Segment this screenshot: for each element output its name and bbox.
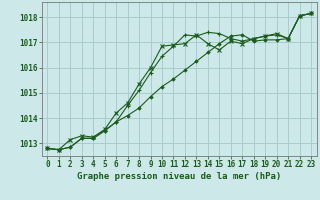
X-axis label: Graphe pression niveau de la mer (hPa): Graphe pression niveau de la mer (hPa) <box>77 172 281 181</box>
